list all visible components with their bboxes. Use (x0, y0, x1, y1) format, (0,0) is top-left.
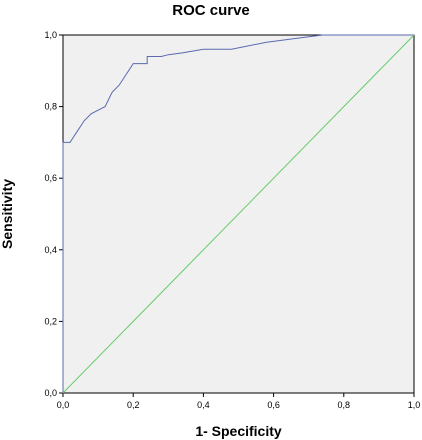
x-tick-label: 0,6 (267, 400, 280, 410)
y-tick-label: 0,2 (44, 316, 57, 326)
roc-curve-line (62, 34, 414, 393)
chart-title: ROC curve (172, 2, 250, 19)
y-tick-label: 0,8 (44, 102, 57, 112)
y-tick-label: 1,0 (44, 30, 57, 40)
y-tick-label: 0,0 (44, 388, 57, 398)
x-tick-label: 0,4 (197, 400, 210, 410)
x-tick-label: 1,0 (408, 400, 421, 410)
x-tick-label: 0,0 (57, 400, 70, 410)
x-tick-label: 0,2 (127, 400, 140, 410)
y-tick-label: 0,4 (44, 245, 57, 255)
reference-diagonal-line (62, 34, 415, 394)
y-tick-label: 0,6 (44, 173, 57, 183)
y-axis-label: Sensitivity (0, 178, 15, 250)
x-axis-label: 1- Specificity (195, 423, 282, 439)
x-tick-label: 0,8 (338, 400, 351, 410)
